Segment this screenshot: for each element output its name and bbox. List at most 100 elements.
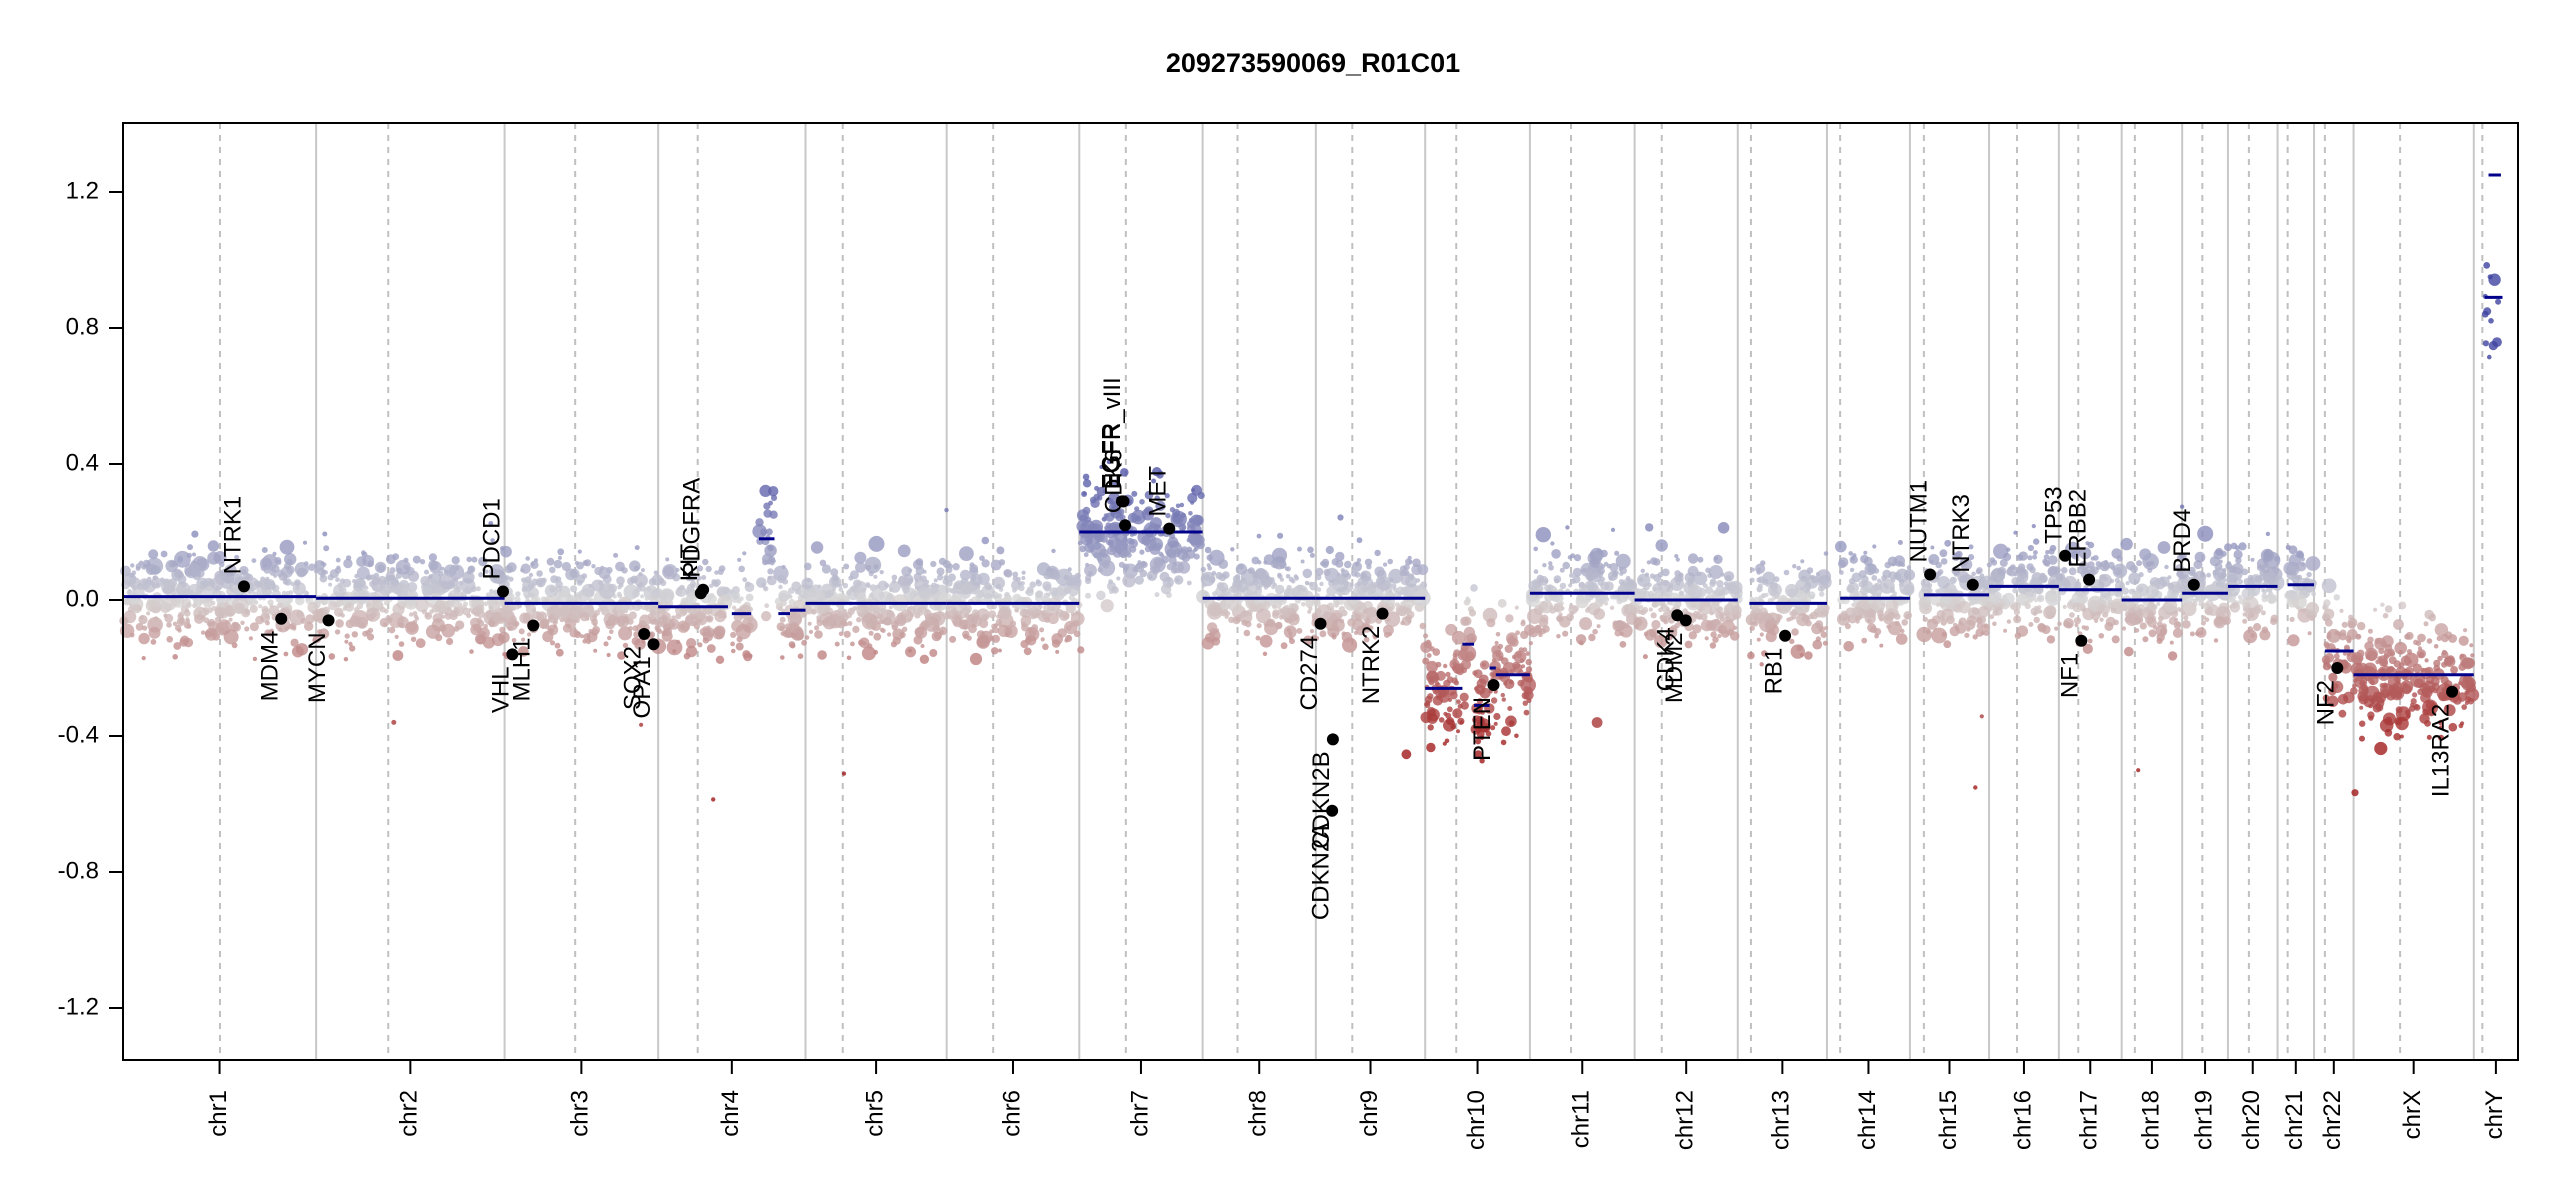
probe-point xyxy=(1097,567,1104,573)
probe-point xyxy=(1027,603,1035,612)
probe-point xyxy=(1660,590,1665,595)
probe-point xyxy=(1964,632,1970,638)
gene-point xyxy=(647,638,660,651)
probe-point xyxy=(838,631,844,637)
probe-point xyxy=(2417,633,2426,643)
probe-point xyxy=(2464,657,2476,669)
probe-point xyxy=(2423,621,2429,627)
probe-point xyxy=(407,570,420,582)
probe-point xyxy=(1232,616,1241,625)
chromosome-label: chr8 xyxy=(1245,1090,1272,1137)
gene-point xyxy=(237,580,250,593)
probe-point xyxy=(255,615,264,625)
probe-point xyxy=(187,544,193,551)
probe-point xyxy=(732,605,737,610)
probe-point xyxy=(1756,637,1761,642)
probe-point xyxy=(561,561,572,572)
probe-point xyxy=(440,566,445,571)
probe-point xyxy=(832,574,839,581)
probe-point xyxy=(2182,620,2191,629)
chromosome-label: chr10 xyxy=(1463,1090,1490,1150)
probe-point xyxy=(694,620,699,626)
probe-point xyxy=(483,623,489,629)
probe-point xyxy=(273,573,278,578)
probe-point xyxy=(471,556,478,563)
probe-point xyxy=(1387,606,1392,612)
probe-point xyxy=(192,597,199,604)
probe-point xyxy=(2374,741,2388,756)
probe-point xyxy=(2179,504,2185,509)
probe-point xyxy=(302,540,308,545)
gene-label: OPA1 xyxy=(629,656,656,718)
probe-point xyxy=(1528,641,1533,646)
probe-point xyxy=(1151,478,1157,484)
probe-point xyxy=(1662,580,1669,587)
probe-point xyxy=(628,611,637,620)
probe-point xyxy=(937,610,942,615)
probe-point xyxy=(2324,653,2335,663)
probe-point xyxy=(1237,614,1242,619)
probe-point xyxy=(2049,595,2057,604)
probe-point xyxy=(1888,611,1895,619)
probe-point xyxy=(488,521,494,526)
probe-point xyxy=(1096,486,1107,497)
probe-point xyxy=(214,616,221,622)
probe-point xyxy=(1895,568,1909,583)
probe-point xyxy=(817,650,827,660)
probe-point xyxy=(243,572,251,580)
probe-point xyxy=(553,559,563,569)
probe-point xyxy=(888,605,893,610)
probe-point xyxy=(1215,572,1223,580)
probe-point xyxy=(1692,624,1702,634)
probe-point xyxy=(1109,547,1115,552)
probe-point xyxy=(1470,724,1482,735)
probe-point xyxy=(632,589,640,598)
probe-point xyxy=(2027,544,2034,552)
probe-point xyxy=(1063,586,1072,594)
probe-point xyxy=(2073,617,2081,625)
probe-point xyxy=(1459,645,1477,662)
probe-point xyxy=(2152,625,2158,630)
probe-point xyxy=(821,619,828,626)
probe-point xyxy=(1079,545,1087,553)
probe-point xyxy=(2087,638,2093,644)
probe-point xyxy=(1603,601,1609,606)
y-tick-label: 0.8 xyxy=(66,313,99,340)
probe-point xyxy=(1374,549,1381,557)
probe-point xyxy=(1193,514,1204,526)
chromosome-label: chr13 xyxy=(1768,1090,1795,1150)
probe-point xyxy=(964,613,969,618)
probe-point xyxy=(1720,572,1725,577)
probe-point xyxy=(847,621,853,626)
probe-point xyxy=(1600,549,1608,558)
probe-point xyxy=(963,633,969,640)
probe-point xyxy=(1099,465,1104,469)
gene-point xyxy=(697,583,710,596)
probe-point xyxy=(2377,656,2383,662)
probe-point xyxy=(2424,658,2429,663)
probe-point xyxy=(1161,555,1169,564)
probe-point xyxy=(1523,709,1530,716)
probe-point xyxy=(2063,575,2078,591)
probe-point xyxy=(1275,622,1283,629)
probe-point xyxy=(2359,720,2366,727)
probe-point xyxy=(2025,600,2030,605)
probe-point xyxy=(1246,609,1253,616)
probe-point xyxy=(1507,706,1513,711)
probe-point xyxy=(1879,643,1884,648)
probe-point xyxy=(163,613,168,618)
probe-point xyxy=(1326,586,1337,597)
probe-point xyxy=(717,568,724,576)
probe-point xyxy=(2233,549,2243,560)
probe-point xyxy=(2488,273,2501,286)
probe-point xyxy=(2003,628,2008,633)
probe-point xyxy=(850,585,857,593)
probe-point xyxy=(1481,662,1486,667)
probe-point xyxy=(1316,604,1332,621)
probe-point xyxy=(1687,584,1703,600)
probe-point xyxy=(1973,785,1978,790)
probe-point xyxy=(2247,626,2254,632)
probe-point xyxy=(1435,695,1440,700)
probe-point xyxy=(579,612,590,622)
probe-point xyxy=(1959,575,1967,583)
